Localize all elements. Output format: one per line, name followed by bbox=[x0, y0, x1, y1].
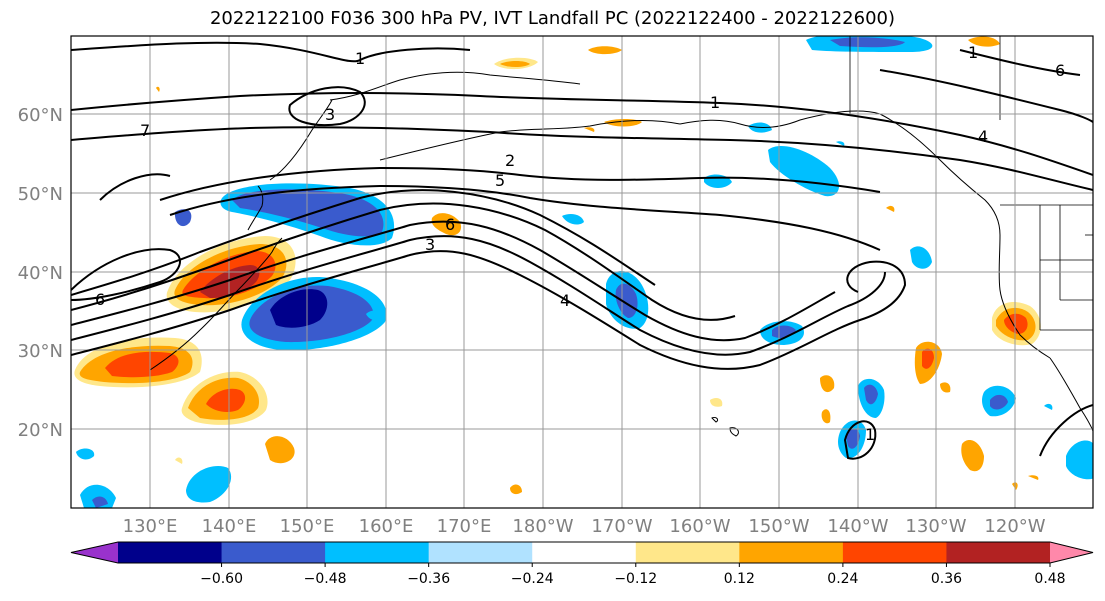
contour-label: 4 bbox=[560, 291, 570, 310]
contour-label: 1 bbox=[710, 93, 720, 112]
contour-label: 2 bbox=[505, 151, 515, 170]
coastlines bbox=[149, 71, 1093, 437]
lon-label: 130°E bbox=[123, 516, 178, 537]
colorbar-segment bbox=[221, 542, 326, 563]
lat-label-50n: 50°N bbox=[18, 184, 63, 205]
colorbar-segment bbox=[428, 542, 533, 563]
lat-label-60n: 60°N bbox=[18, 105, 63, 126]
contour-label: 1 bbox=[968, 43, 978, 62]
lon-label: 160°E bbox=[359, 516, 414, 537]
colorbar-extend-low bbox=[71, 542, 118, 563]
contours bbox=[71, 41, 1093, 460]
contour-label: 6 bbox=[1055, 61, 1065, 80]
colorbar-segment bbox=[118, 542, 223, 563]
colorbar-tick-label: −0.12 bbox=[614, 571, 657, 587]
contour-label: 1 bbox=[865, 425, 875, 444]
colorbar-tick-label: −0.24 bbox=[511, 571, 554, 587]
colorbar-tick-label: 0.48 bbox=[1034, 571, 1065, 587]
colorbar-segment bbox=[325, 542, 430, 563]
colorbar-tick-label: 0.36 bbox=[931, 571, 962, 587]
map-frame bbox=[70, 35, 1094, 509]
lon-label: 130°W bbox=[905, 516, 966, 537]
contour-label: 3 bbox=[325, 105, 335, 124]
colorbar-extend-high bbox=[1050, 542, 1093, 563]
lon-label: 160°W bbox=[669, 516, 730, 537]
lon-label: 120°W bbox=[984, 516, 1045, 537]
colorbar: −0.60 −0.48 −0.36 −0.24 −0.12 0.12 0.24 0.36 0.4… bbox=[70, 541, 1094, 587]
contour-label: 6 bbox=[95, 290, 105, 309]
colorbar-tick-label: −0.36 bbox=[407, 571, 450, 587]
contour-labels: 1 1 1 2 3 3 4 4 5 6 6 6 7 1 bbox=[95, 43, 1065, 444]
map-title: 2022122100 F036 300 hPa PV, IVT Landfall… bbox=[209, 8, 896, 29]
lon-labels: 130°E 140°E 150°E 160°E 170°E 180°W 170°… bbox=[123, 516, 1046, 537]
lon-label: 140°E bbox=[202, 516, 257, 537]
colorbar-tick-label: −0.60 bbox=[200, 571, 243, 587]
colorbar-segment bbox=[946, 542, 1051, 563]
colorbar-segment bbox=[739, 542, 844, 563]
lat-label-40n: 40°N bbox=[18, 263, 63, 284]
lon-label: 150°E bbox=[280, 516, 335, 537]
colorbar-segment bbox=[532, 542, 637, 563]
lon-label: 170°E bbox=[437, 516, 492, 537]
contour-label: 5 bbox=[495, 171, 505, 190]
lat-label-30n: 30°N bbox=[18, 341, 63, 362]
gridlines bbox=[71, 36, 1093, 508]
lon-label: 150°W bbox=[748, 516, 809, 537]
contour-label: 1 bbox=[355, 49, 365, 68]
colorbar-tick-label: 0.12 bbox=[724, 571, 755, 587]
lon-label: 180°W bbox=[512, 516, 573, 537]
lon-label: 170°W bbox=[591, 516, 652, 537]
lon-label: 140°W bbox=[827, 516, 888, 537]
colorbar-outline bbox=[70, 541, 1094, 564]
colorbar-segment bbox=[842, 542, 947, 563]
contour-label: 4 bbox=[978, 127, 988, 146]
contour-label: 7 bbox=[140, 121, 150, 140]
contour-label: 3 bbox=[425, 235, 435, 254]
lat-labels: 60°N 50°N 40°N 30°N 20°N bbox=[18, 105, 63, 441]
colorbar-tick-label: 0.24 bbox=[827, 571, 858, 587]
colorbar-segment bbox=[635, 542, 740, 563]
lat-label-20n: 20°N bbox=[18, 420, 63, 441]
colorbar-tick-label: −0.48 bbox=[304, 571, 347, 587]
contour-label: 6 bbox=[445, 215, 455, 234]
